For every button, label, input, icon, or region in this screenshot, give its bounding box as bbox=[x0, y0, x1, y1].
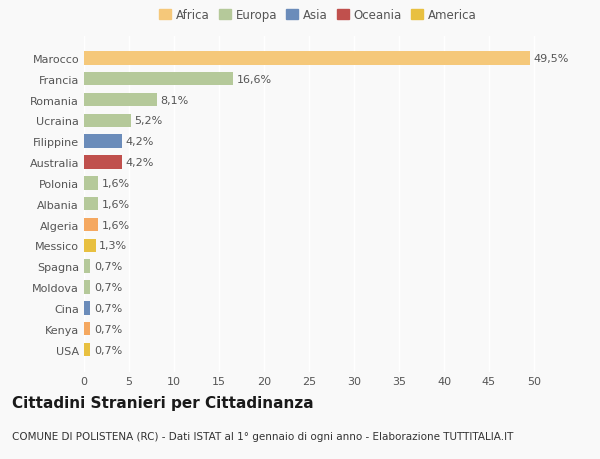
Text: 5,2%: 5,2% bbox=[134, 116, 163, 126]
Bar bbox=[84, 260, 91, 274]
Text: 0,7%: 0,7% bbox=[94, 324, 122, 334]
Bar bbox=[84, 73, 233, 86]
Bar bbox=[84, 343, 91, 357]
Text: 16,6%: 16,6% bbox=[237, 74, 272, 84]
Text: 0,7%: 0,7% bbox=[94, 282, 122, 292]
Text: 1,6%: 1,6% bbox=[102, 179, 130, 189]
Text: 8,1%: 8,1% bbox=[161, 95, 189, 105]
Bar bbox=[84, 197, 98, 211]
Text: 0,7%: 0,7% bbox=[94, 345, 122, 355]
Bar bbox=[84, 280, 91, 294]
Bar bbox=[84, 218, 98, 232]
Text: 4,2%: 4,2% bbox=[125, 137, 154, 147]
Text: COMUNE DI POLISTENA (RC) - Dati ISTAT al 1° gennaio di ogni anno - Elaborazione : COMUNE DI POLISTENA (RC) - Dati ISTAT al… bbox=[12, 431, 514, 442]
Bar bbox=[84, 114, 131, 128]
Legend: Africa, Europa, Asia, Oceania, America: Africa, Europa, Asia, Oceania, America bbox=[157, 6, 479, 24]
Bar bbox=[84, 322, 91, 336]
Text: 49,5%: 49,5% bbox=[533, 54, 568, 64]
Bar bbox=[84, 135, 122, 149]
Text: 1,6%: 1,6% bbox=[102, 220, 130, 230]
Bar bbox=[84, 177, 98, 190]
Text: 4,2%: 4,2% bbox=[125, 158, 154, 168]
Text: 0,7%: 0,7% bbox=[94, 262, 122, 272]
Text: Cittadini Stranieri per Cittadinanza: Cittadini Stranieri per Cittadinanza bbox=[12, 395, 314, 410]
Bar bbox=[84, 94, 157, 107]
Text: 0,7%: 0,7% bbox=[94, 303, 122, 313]
Bar bbox=[84, 239, 96, 252]
Text: 1,3%: 1,3% bbox=[100, 241, 127, 251]
Bar bbox=[84, 52, 530, 66]
Bar bbox=[84, 156, 122, 169]
Text: 1,6%: 1,6% bbox=[102, 199, 130, 209]
Bar bbox=[84, 302, 91, 315]
